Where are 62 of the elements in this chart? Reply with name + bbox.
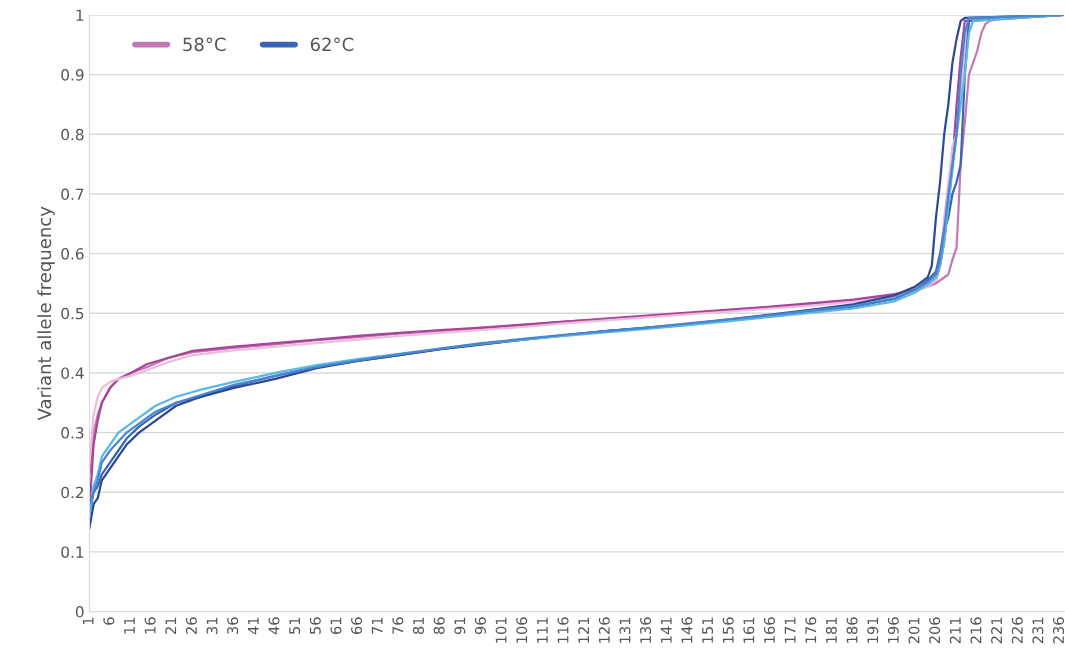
legend-label: 62°C xyxy=(310,37,354,52)
x-tick-label: 156 xyxy=(722,617,734,643)
x-tick-label: 36 xyxy=(227,617,239,634)
x-tick-label: 106 xyxy=(516,617,528,643)
x-tick-label: 111 xyxy=(537,617,548,643)
y-tick-label: 1 xyxy=(76,9,84,21)
x-tick-label: 231 xyxy=(1032,617,1044,644)
x-tick-label: 166 xyxy=(763,617,775,643)
x-tick-label: 56 xyxy=(309,617,321,634)
x-tick-label: 136 xyxy=(640,617,652,643)
y-tick-label: 0.5 xyxy=(61,307,84,320)
x-tick-label: 171 xyxy=(784,617,796,643)
x-tick-label: 226 xyxy=(1011,617,1023,644)
y-tick-label: 0.2 xyxy=(61,486,84,499)
y-tick-label: 0.8 xyxy=(61,128,84,141)
x-tick-label: 176 xyxy=(805,617,817,643)
x-tick-label: 1 xyxy=(82,617,94,625)
x-tick-label: 186 xyxy=(846,617,858,643)
x-tick-label: 181 xyxy=(825,617,837,643)
x-tick-label: 96 xyxy=(474,617,486,635)
x-tick-label: 66 xyxy=(351,617,363,634)
x-tick-label: 216 xyxy=(970,617,982,644)
x-tick-label: 51 xyxy=(289,617,301,634)
x-tick-label: 101 xyxy=(495,617,507,643)
x-tick-label: 116 xyxy=(557,617,569,643)
y-tick-label: 0.9 xyxy=(61,69,84,81)
y-tick-label: 0.3 xyxy=(61,427,84,439)
x-tick-label: 141 xyxy=(660,617,672,643)
x-tick-label: 6 xyxy=(103,617,115,625)
x-tick-label: 191 xyxy=(867,617,879,643)
x-tick-label: 21 xyxy=(165,617,177,634)
x-tick-label: 86 xyxy=(433,617,445,635)
x-tick-label: 41 xyxy=(248,617,259,635)
x-tick-label: 31 xyxy=(206,617,218,634)
x-tick-label: 221 xyxy=(991,617,1002,644)
x-tick-label: 146 xyxy=(681,617,693,643)
legend-label: 58°C xyxy=(183,37,226,52)
x-tick-label: 151 xyxy=(702,617,714,643)
x-tick-label: 236 xyxy=(1053,617,1065,644)
x-tick-label: 201 xyxy=(908,617,920,644)
x-tick-label: 76 xyxy=(392,617,404,634)
x-tick-label: 81 xyxy=(412,617,425,635)
x-tick-label: 206 xyxy=(929,617,941,644)
x-tick-label: 26 xyxy=(185,617,197,634)
y-tick-label: 0 xyxy=(75,606,84,618)
y-tick-label: 0.6 xyxy=(61,248,84,260)
x-tick-label: 131 xyxy=(619,617,631,643)
x-tick-label: 211 xyxy=(949,617,961,644)
x-tick-label: 126 xyxy=(598,617,610,643)
x-tick-label: 161 xyxy=(743,617,755,643)
x-tick-label: 61 xyxy=(330,617,342,634)
x-tick-label: 16 xyxy=(144,617,156,634)
y-tick-label: 0.4 xyxy=(61,367,84,379)
y-tick-label: 0.1 xyxy=(61,546,84,558)
x-tick-label: 71 xyxy=(371,617,383,634)
x-tick-label: 196 xyxy=(887,617,899,643)
x-tick-label: 121 xyxy=(578,617,589,643)
y-axis-title: Variant allele frequency xyxy=(37,206,55,421)
x-tick-label: 91 xyxy=(454,617,466,635)
x-tick-label: 11 xyxy=(124,617,135,634)
x-tick-label: 46 xyxy=(268,617,280,635)
y-tick-label: 0.7 xyxy=(61,188,84,200)
